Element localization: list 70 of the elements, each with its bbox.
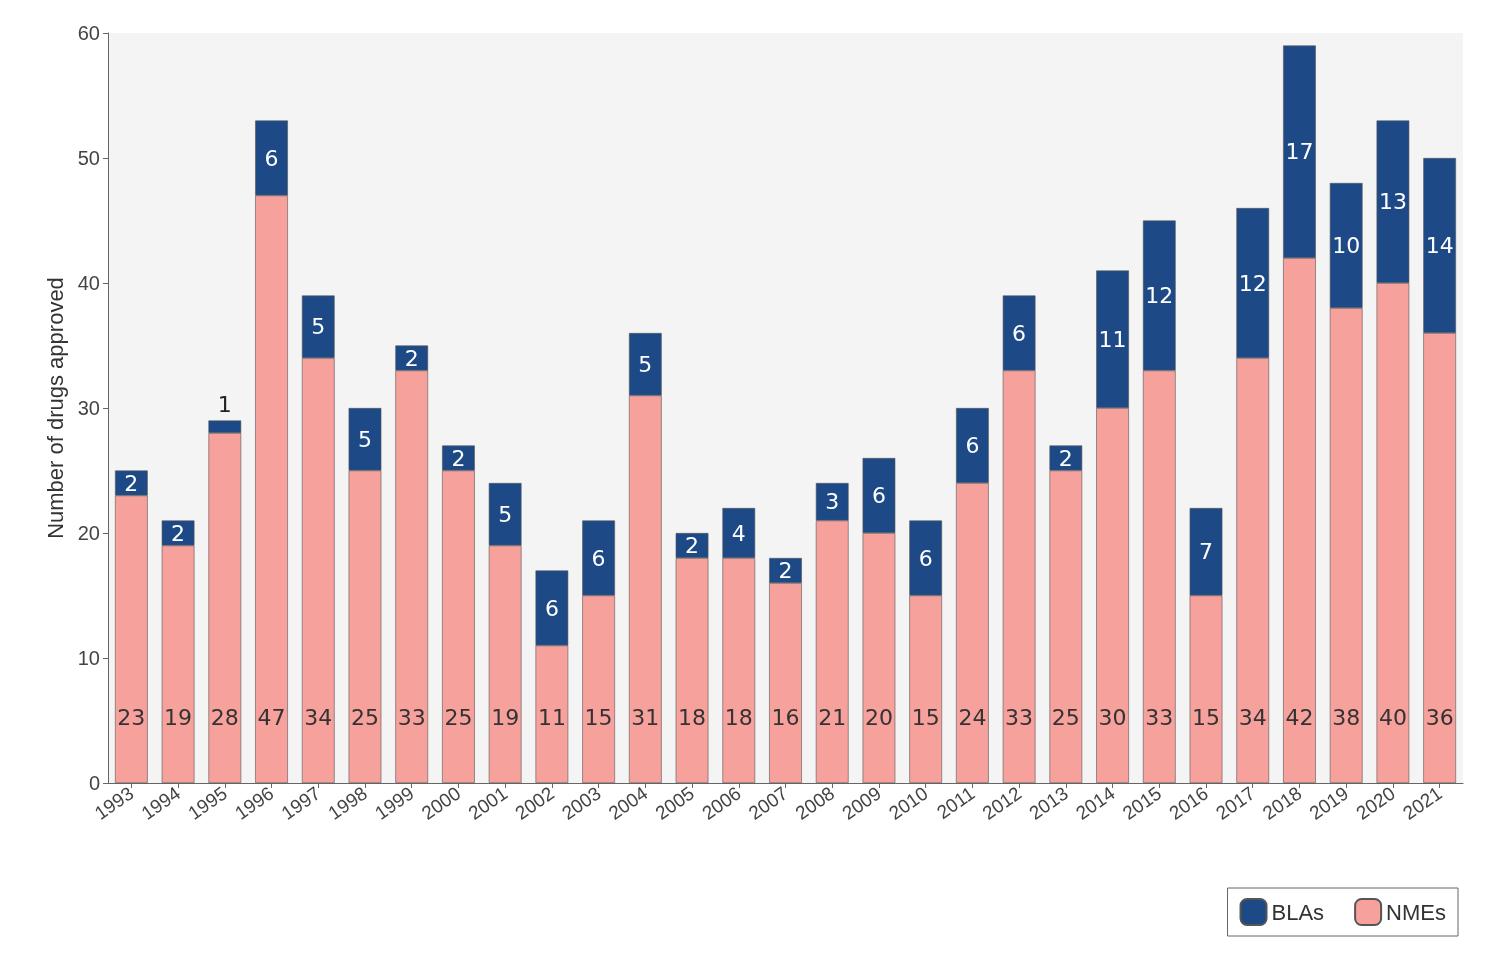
y-tick-label: 10 — [77, 647, 100, 669]
data-label: 25 — [444, 704, 473, 730]
data-label: 3 — [825, 489, 840, 515]
data-label: 2 — [171, 520, 186, 546]
data-label: 40 — [1378, 704, 1407, 730]
data-label: 6 — [965, 433, 980, 458]
y-tick-label: 50 — [77, 147, 100, 169]
data-label: 25 — [1051, 704, 1080, 730]
data-label: 19 — [491, 704, 520, 730]
data-label: 6 — [264, 145, 279, 171]
data-label: 10 — [1332, 233, 1361, 258]
data-label: 20 — [864, 704, 893, 730]
data-label: 31 — [631, 704, 660, 730]
data-label: 25 — [350, 704, 379, 730]
data-label: 2 — [124, 470, 139, 496]
data-label: 5 — [638, 351, 653, 377]
data-label: 6 — [591, 545, 606, 571]
y-tick-label: 20 — [77, 522, 100, 544]
data-label: 16 — [771, 704, 800, 730]
data-label: 33 — [397, 704, 426, 730]
data-label: 6 — [871, 483, 886, 508]
data-label: 38 — [1332, 704, 1361, 730]
data-label: 11 — [1098, 326, 1127, 352]
data-label: 5 — [311, 314, 326, 340]
data-label: 33 — [1145, 704, 1174, 730]
data-label: 18 — [678, 704, 707, 730]
y-axis-title: Number of drugs approved — [43, 277, 69, 539]
data-label: 12 — [1145, 283, 1174, 308]
data-label: 12 — [1238, 270, 1267, 296]
data-label: 34 — [304, 704, 333, 730]
data-label: 6 — [918, 545, 933, 571]
data-label: 18 — [724, 704, 753, 730]
data-label: 28 — [210, 704, 239, 730]
data-label: 11 — [537, 704, 566, 730]
data-label: 15 — [1192, 704, 1221, 730]
y-tick-label: 60 — [77, 22, 100, 44]
x-tick-label: 2001 — [464, 782, 512, 824]
x-tick-label: 2021 — [1398, 782, 1446, 824]
data-label: 21 — [818, 704, 847, 730]
data-label: 24 — [958, 704, 987, 730]
data-label: 2 — [404, 345, 419, 371]
data-label: 30 — [1098, 704, 1127, 730]
data-label: 1 — [217, 392, 232, 417]
data-label: 2 — [1058, 445, 1073, 471]
data-label: 4 — [731, 520, 746, 546]
data-label: 42 — [1285, 704, 1314, 730]
data-label: 13 — [1378, 189, 1407, 215]
data-label: 5 — [357, 426, 372, 452]
y-tick-label: 40 — [77, 272, 100, 294]
data-label: 6 — [544, 595, 559, 621]
data-label: 14 — [1425, 233, 1454, 258]
legend-label: NMEs — [1386, 899, 1446, 925]
data-label: 15 — [584, 704, 613, 730]
data-label: 47 — [257, 704, 286, 730]
data-label: 33 — [1005, 704, 1034, 730]
x-tick-label: 2011 — [932, 782, 979, 824]
data-label: 15 — [911, 704, 940, 730]
data-label: 2 — [778, 558, 793, 583]
data-label: 17 — [1285, 139, 1314, 165]
data-label: 2 — [685, 533, 700, 558]
data-label: 7 — [1199, 539, 1214, 565]
data-label: 5 — [498, 501, 513, 527]
data-label: 19 — [164, 704, 193, 730]
data-label: 23 — [117, 704, 146, 730]
data-label: 6 — [1012, 320, 1027, 346]
data-label: 2 — [451, 445, 466, 471]
data-label: 36 — [1425, 704, 1454, 730]
legend-label: BLAs — [1271, 899, 1325, 925]
data-label: 34 — [1238, 704, 1267, 730]
y-tick-label: 30 — [77, 397, 100, 419]
